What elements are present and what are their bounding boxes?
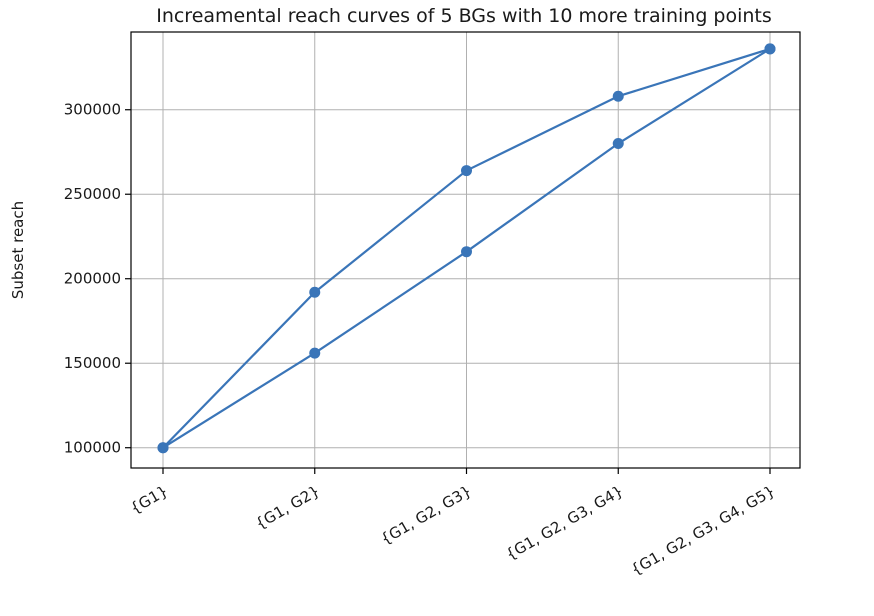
data-point [461, 165, 472, 177]
data-point [157, 442, 169, 454]
data-point [309, 347, 321, 359]
y-tick-label: 100000 [64, 439, 121, 457]
x-tick-label: {G1, G2} [252, 482, 322, 533]
x-tick-label: {G1, G2, G3, G4, G5} [628, 482, 778, 579]
plot-frame [130, 31, 801, 469]
data-point [612, 138, 624, 150]
y-tick-label: 200000 [64, 270, 121, 288]
series-layer [157, 43, 776, 454]
tick-labels: {G1} {G1, G2} {G1, G2, G3} {G1, G2, G3, G4}… [64, 101, 778, 579]
chart-title: Increamental reach curves of 5 BGs with … [156, 5, 772, 27]
data-point [309, 286, 321, 298]
data-point [764, 43, 776, 55]
y-tick-label: 300000 [64, 101, 121, 119]
x-tick-label: {G1, G2, G3} [377, 482, 474, 548]
y-tick-label: 250000 [64, 185, 121, 203]
x-tick-label: {G1, G2, G3, G4} [503, 482, 627, 564]
y-tick-label: 150000 [64, 354, 121, 372]
data-point [612, 90, 624, 102]
grid [131, 32, 800, 468]
ticks [125, 109, 771, 474]
y-axis-label: Subset reach [9, 201, 27, 299]
x-tick-label: {G1} [127, 482, 171, 518]
data-point [461, 246, 472, 258]
